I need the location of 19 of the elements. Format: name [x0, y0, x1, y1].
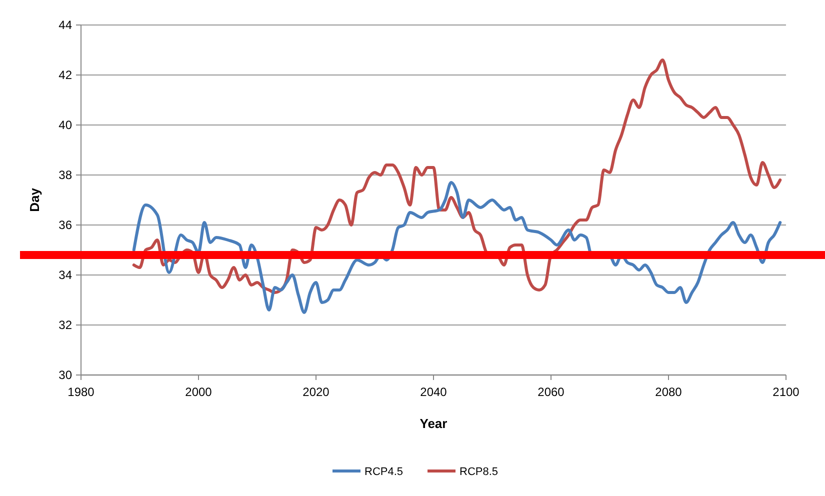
y-tick-label: 34 — [58, 268, 72, 282]
x-tick-label: 2060 — [538, 385, 565, 399]
x-tick-label: 2100 — [772, 385, 800, 399]
x-tick-label: 2080 — [655, 385, 682, 399]
legend-label: RCP4.5 — [364, 466, 404, 478]
legend-label: RCP8.5 — [460, 466, 498, 478]
y-tick-label: 36 — [58, 218, 72, 232]
y-tick-label: 40 — [58, 118, 72, 132]
y-tick-label: 42 — [58, 68, 72, 82]
x-tick-label: 2020 — [302, 385, 330, 399]
x-tick-label: 2000 — [185, 385, 212, 399]
x-tick-label: 2040 — [420, 385, 448, 399]
x-axis-title: Year — [420, 416, 448, 431]
y-tick-label: 38 — [58, 168, 72, 182]
y-tick-label: 44 — [58, 18, 72, 32]
x-tick-label: 1980 — [68, 385, 95, 399]
y-tick-label: 30 — [58, 368, 72, 382]
y-tick-label: 32 — [58, 318, 72, 332]
y-axis-title: Day — [27, 187, 42, 212]
